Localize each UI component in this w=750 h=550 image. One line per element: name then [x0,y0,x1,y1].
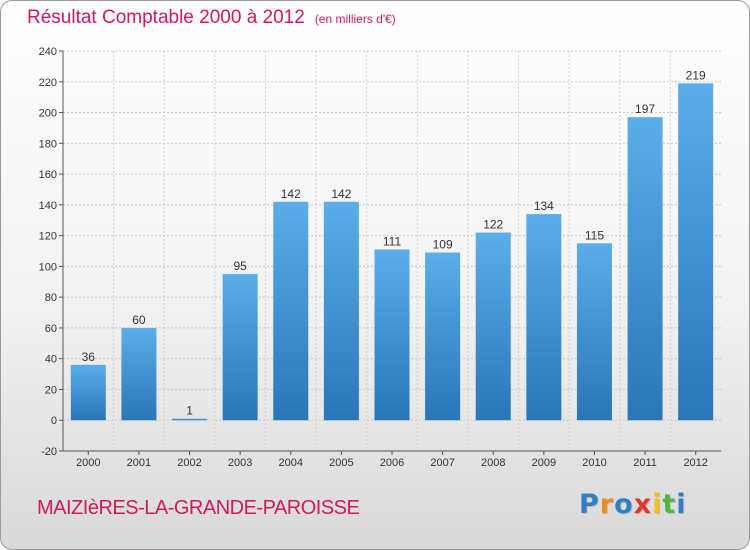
bar-value-label: 142 [331,187,351,201]
y-tick-label: 200 [39,108,57,120]
bar [526,214,562,421]
logo-letter: o [614,489,634,520]
proxiti-logo: Proxiti [579,489,687,520]
bar [273,201,309,421]
bar-value-label: 219 [686,68,706,82]
x-tick-label: 2005 [329,457,353,469]
bar-value-label: 109 [433,238,453,252]
bar [222,274,258,421]
y-tick-label: 240 [39,46,57,58]
bar [475,232,511,421]
chart-subtitle: (en milliers d'€) [314,12,396,26]
y-tick-label: 140 [39,200,57,212]
x-tick-label: 2011 [633,457,657,469]
y-tick-label: 120 [39,231,57,243]
bar-value-label: 134 [534,199,554,213]
bar-value-label: 1 [186,404,193,418]
x-tick-label: 2009 [532,457,556,469]
y-tick-label: 40 [45,354,57,366]
bar [425,252,461,421]
x-tick-label: 2007 [430,457,454,469]
bar [576,243,612,421]
logo-letter: t [662,489,677,520]
y-tick-label: 20 [45,384,57,396]
x-tick-label: 2004 [279,457,303,469]
bar-value-label: 95 [233,259,247,273]
bar [678,83,714,421]
bar [121,327,157,421]
bar-value-label: 122 [483,218,503,232]
bar [323,201,359,421]
bar [627,117,663,421]
x-tick-label: 2000 [76,457,100,469]
y-tick-label: 0 [51,415,57,427]
x-tick-label: 2001 [127,457,151,469]
bar-value-label: 115 [585,228,604,242]
x-tick-label: 2010 [582,457,606,469]
logo-letter: i [676,489,687,520]
y-tick-label: -20 [41,446,57,458]
x-tick-label: 2012 [683,457,707,469]
x-tick-label: 2008 [481,457,505,469]
y-tick-label: 60 [45,323,57,335]
chart-title-text: Résultat Comptable 2000 à 2012 [27,7,305,28]
bar [70,364,106,421]
bar [374,249,410,421]
bar-value-label: 36 [82,350,96,364]
y-tick-label: 80 [45,292,57,304]
chart-title: Résultat Comptable 2000 à 2012 (en millie… [27,7,396,29]
logo-letter: r [599,489,615,520]
commune-name: MAIZIèRES-LA-GRANDE-PAROISSE [37,497,360,519]
x-tick-label: 2002 [177,457,201,469]
bar [172,418,208,421]
bar-value-label: 142 [281,187,301,201]
logo-letter: P [579,489,600,520]
bar-value-label: 111 [383,234,402,248]
x-tick-label: 2006 [380,457,404,469]
bar-value-label: 197 [635,102,655,116]
logo-letter: x [633,489,653,520]
x-tick-label: 2003 [228,457,252,469]
logo-letter: i [652,489,663,520]
bar-value-label: 60 [132,313,146,327]
y-tick-label: 160 [39,169,57,181]
y-tick-label: 180 [39,138,57,150]
y-tick-label: 220 [39,77,57,89]
y-tick-label: 100 [39,261,57,273]
